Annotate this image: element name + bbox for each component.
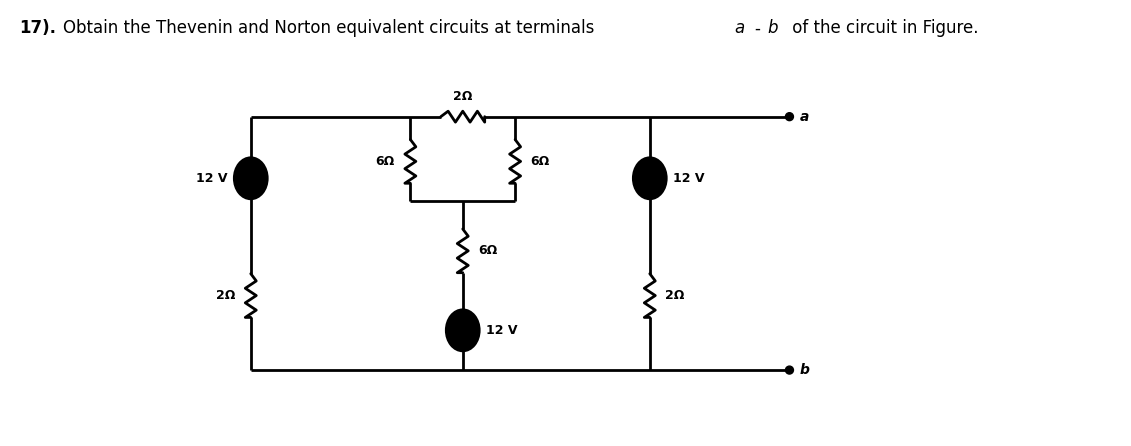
Circle shape — [785, 113, 794, 120]
Text: 6Ω: 6Ω — [530, 155, 550, 168]
Text: b: b — [800, 363, 810, 377]
Text: −: − — [458, 318, 468, 330]
Text: 2Ω: 2Ω — [665, 289, 684, 302]
Text: Obtain the Thevenin and Norton equivalent circuits at terminals: Obtain the Thevenin and Norton equivalen… — [63, 19, 599, 37]
Text: 17).: 17). — [19, 19, 57, 37]
Text: 12 V: 12 V — [486, 324, 518, 337]
Ellipse shape — [633, 158, 666, 199]
Text: b: b — [768, 19, 778, 37]
Text: +: + — [645, 167, 655, 177]
Text: 12 V: 12 V — [196, 172, 227, 185]
Text: −: − — [245, 178, 256, 191]
Text: a: a — [800, 110, 809, 124]
Text: −: − — [645, 178, 655, 191]
Text: +: + — [458, 331, 467, 342]
Text: of the circuit in Figure.: of the circuit in Figure. — [787, 19, 979, 37]
Ellipse shape — [234, 158, 267, 199]
Circle shape — [785, 366, 794, 374]
Text: -: - — [754, 19, 760, 37]
Text: 2Ω: 2Ω — [216, 289, 235, 302]
Ellipse shape — [447, 310, 480, 351]
Text: 12 V: 12 V — [673, 172, 705, 185]
Text: 6Ω: 6Ω — [375, 155, 395, 168]
Text: 6Ω: 6Ω — [478, 244, 498, 257]
Text: +: + — [247, 167, 256, 177]
Text: a: a — [734, 19, 745, 37]
Text: 2Ω: 2Ω — [454, 90, 473, 103]
